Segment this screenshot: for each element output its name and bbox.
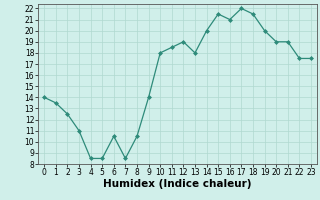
X-axis label: Humidex (Indice chaleur): Humidex (Indice chaleur): [103, 179, 252, 189]
